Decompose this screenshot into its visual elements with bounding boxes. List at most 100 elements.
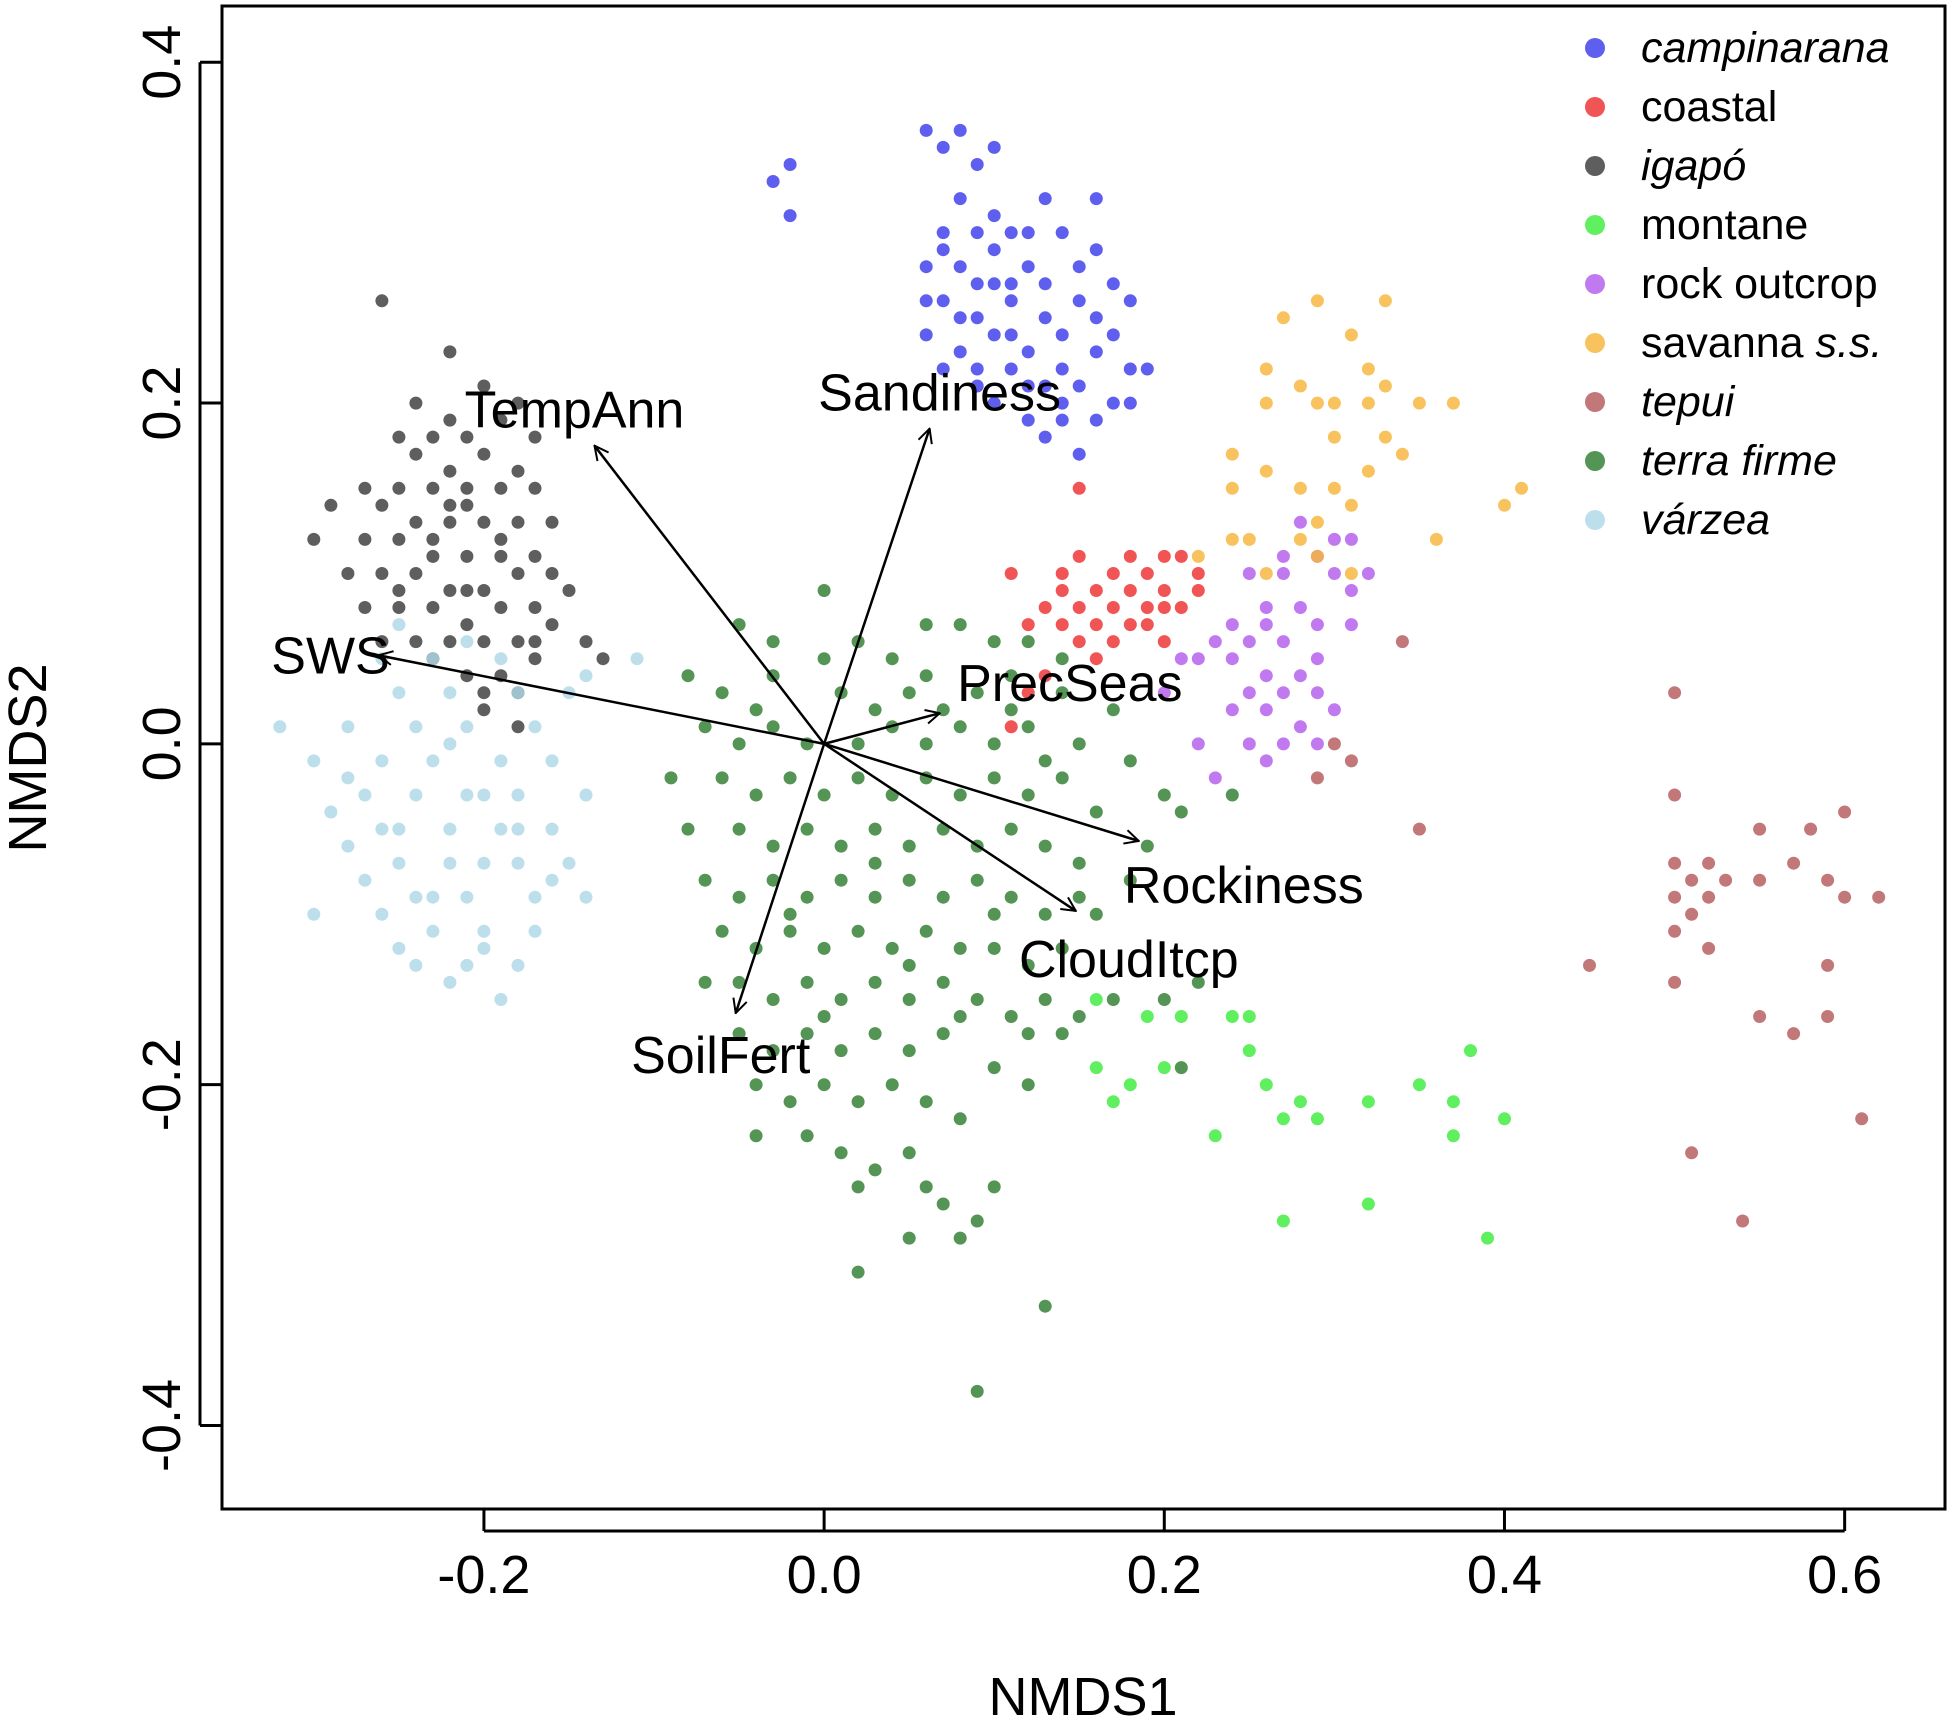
data-point xyxy=(1225,532,1239,546)
data-point xyxy=(732,737,746,751)
data-point xyxy=(409,720,423,734)
data-point xyxy=(1038,754,1052,768)
legend-label: várzea xyxy=(1641,496,1770,544)
data-point xyxy=(936,1197,950,1211)
data-point xyxy=(1004,720,1018,734)
data-point xyxy=(936,362,950,376)
data-point xyxy=(851,924,865,938)
data-point xyxy=(528,720,542,734)
data-point xyxy=(766,839,780,853)
data-point xyxy=(834,1146,848,1160)
data-point xyxy=(443,515,457,529)
data-point xyxy=(936,975,950,989)
data-point xyxy=(528,481,542,495)
data-point xyxy=(426,890,440,904)
data-point xyxy=(1242,567,1256,580)
data-point xyxy=(868,856,882,870)
data-point xyxy=(1174,1061,1188,1075)
data-point xyxy=(1089,618,1103,632)
data-point xyxy=(698,873,712,887)
data-point xyxy=(528,635,542,649)
data-point xyxy=(460,430,474,444)
data-point xyxy=(511,686,525,700)
data-point xyxy=(273,720,287,734)
data-point xyxy=(1072,601,1086,614)
data-point xyxy=(494,549,508,563)
data-point xyxy=(1327,532,1341,546)
data-point xyxy=(477,447,491,461)
data-point xyxy=(1310,618,1324,632)
data-point xyxy=(1055,413,1069,427)
data-point xyxy=(460,788,474,802)
data-point xyxy=(1123,754,1137,768)
data-point xyxy=(375,635,389,649)
data-point xyxy=(1004,226,1018,240)
legend-label: montane xyxy=(1641,201,1808,249)
data-point xyxy=(630,652,644,666)
data-point xyxy=(868,822,882,836)
data-point xyxy=(987,140,1001,154)
data-point xyxy=(970,277,984,291)
data-point xyxy=(426,924,440,938)
data-point xyxy=(460,618,474,632)
data-point xyxy=(426,652,440,666)
data-point xyxy=(1464,1044,1477,1058)
data-point xyxy=(528,652,542,666)
data-point xyxy=(1310,515,1324,529)
data-point xyxy=(766,993,780,1006)
data-point xyxy=(460,890,474,904)
data-point xyxy=(1106,277,1120,291)
data-point xyxy=(766,175,780,188)
x-tick-label: -0.2 xyxy=(437,1545,530,1605)
data-point xyxy=(1140,1010,1154,1023)
data-point xyxy=(494,993,508,1006)
data-point xyxy=(800,1129,814,1143)
legend-label: coastal xyxy=(1641,83,1777,131)
data-point xyxy=(1021,260,1035,274)
data-point xyxy=(1225,618,1239,632)
legend-marker xyxy=(1585,451,1605,471)
data-point xyxy=(1055,941,1069,955)
legend-entry: campinarana xyxy=(1585,24,1890,72)
data-point xyxy=(1787,856,1801,870)
data-point xyxy=(494,754,508,768)
data-point xyxy=(392,584,406,597)
data-point xyxy=(528,890,542,904)
data-point xyxy=(1668,788,1682,802)
data-point xyxy=(970,873,984,887)
data-point xyxy=(953,1231,967,1245)
data-point xyxy=(817,1010,831,1023)
data-point xyxy=(1668,924,1682,938)
data-point xyxy=(1242,1010,1256,1023)
vector-label-precseas: PrecSeas xyxy=(957,655,1182,713)
vector-arrow-rockiness xyxy=(823,742,1139,841)
legend-marker xyxy=(1585,510,1605,530)
data-point xyxy=(1004,328,1018,342)
data-point xyxy=(919,123,933,137)
series-terra-firme xyxy=(664,584,1239,1398)
data-point xyxy=(1481,1231,1494,1245)
data-point xyxy=(1038,839,1052,853)
data-point xyxy=(1327,737,1341,751)
data-point xyxy=(545,567,559,580)
data-point xyxy=(443,975,457,989)
data-point xyxy=(1174,549,1188,563)
data-point xyxy=(1038,601,1052,614)
x-tick-label: 0.6 xyxy=(1807,1545,1882,1605)
data-point xyxy=(1276,1112,1290,1126)
data-point xyxy=(1719,873,1733,887)
data-point xyxy=(1191,975,1205,989)
data-point xyxy=(1429,532,1443,546)
data-point xyxy=(1021,345,1035,359)
data-point xyxy=(1055,652,1069,666)
data-point xyxy=(1055,328,1069,342)
data-point xyxy=(307,907,321,921)
data-point xyxy=(494,822,508,836)
y-tick-label: -0.4 xyxy=(132,1379,192,1472)
data-point xyxy=(392,686,406,700)
legend-label: campinarana xyxy=(1641,24,1890,72)
data-point xyxy=(1293,379,1307,393)
data-point xyxy=(1412,822,1426,836)
data-point xyxy=(1106,396,1120,410)
